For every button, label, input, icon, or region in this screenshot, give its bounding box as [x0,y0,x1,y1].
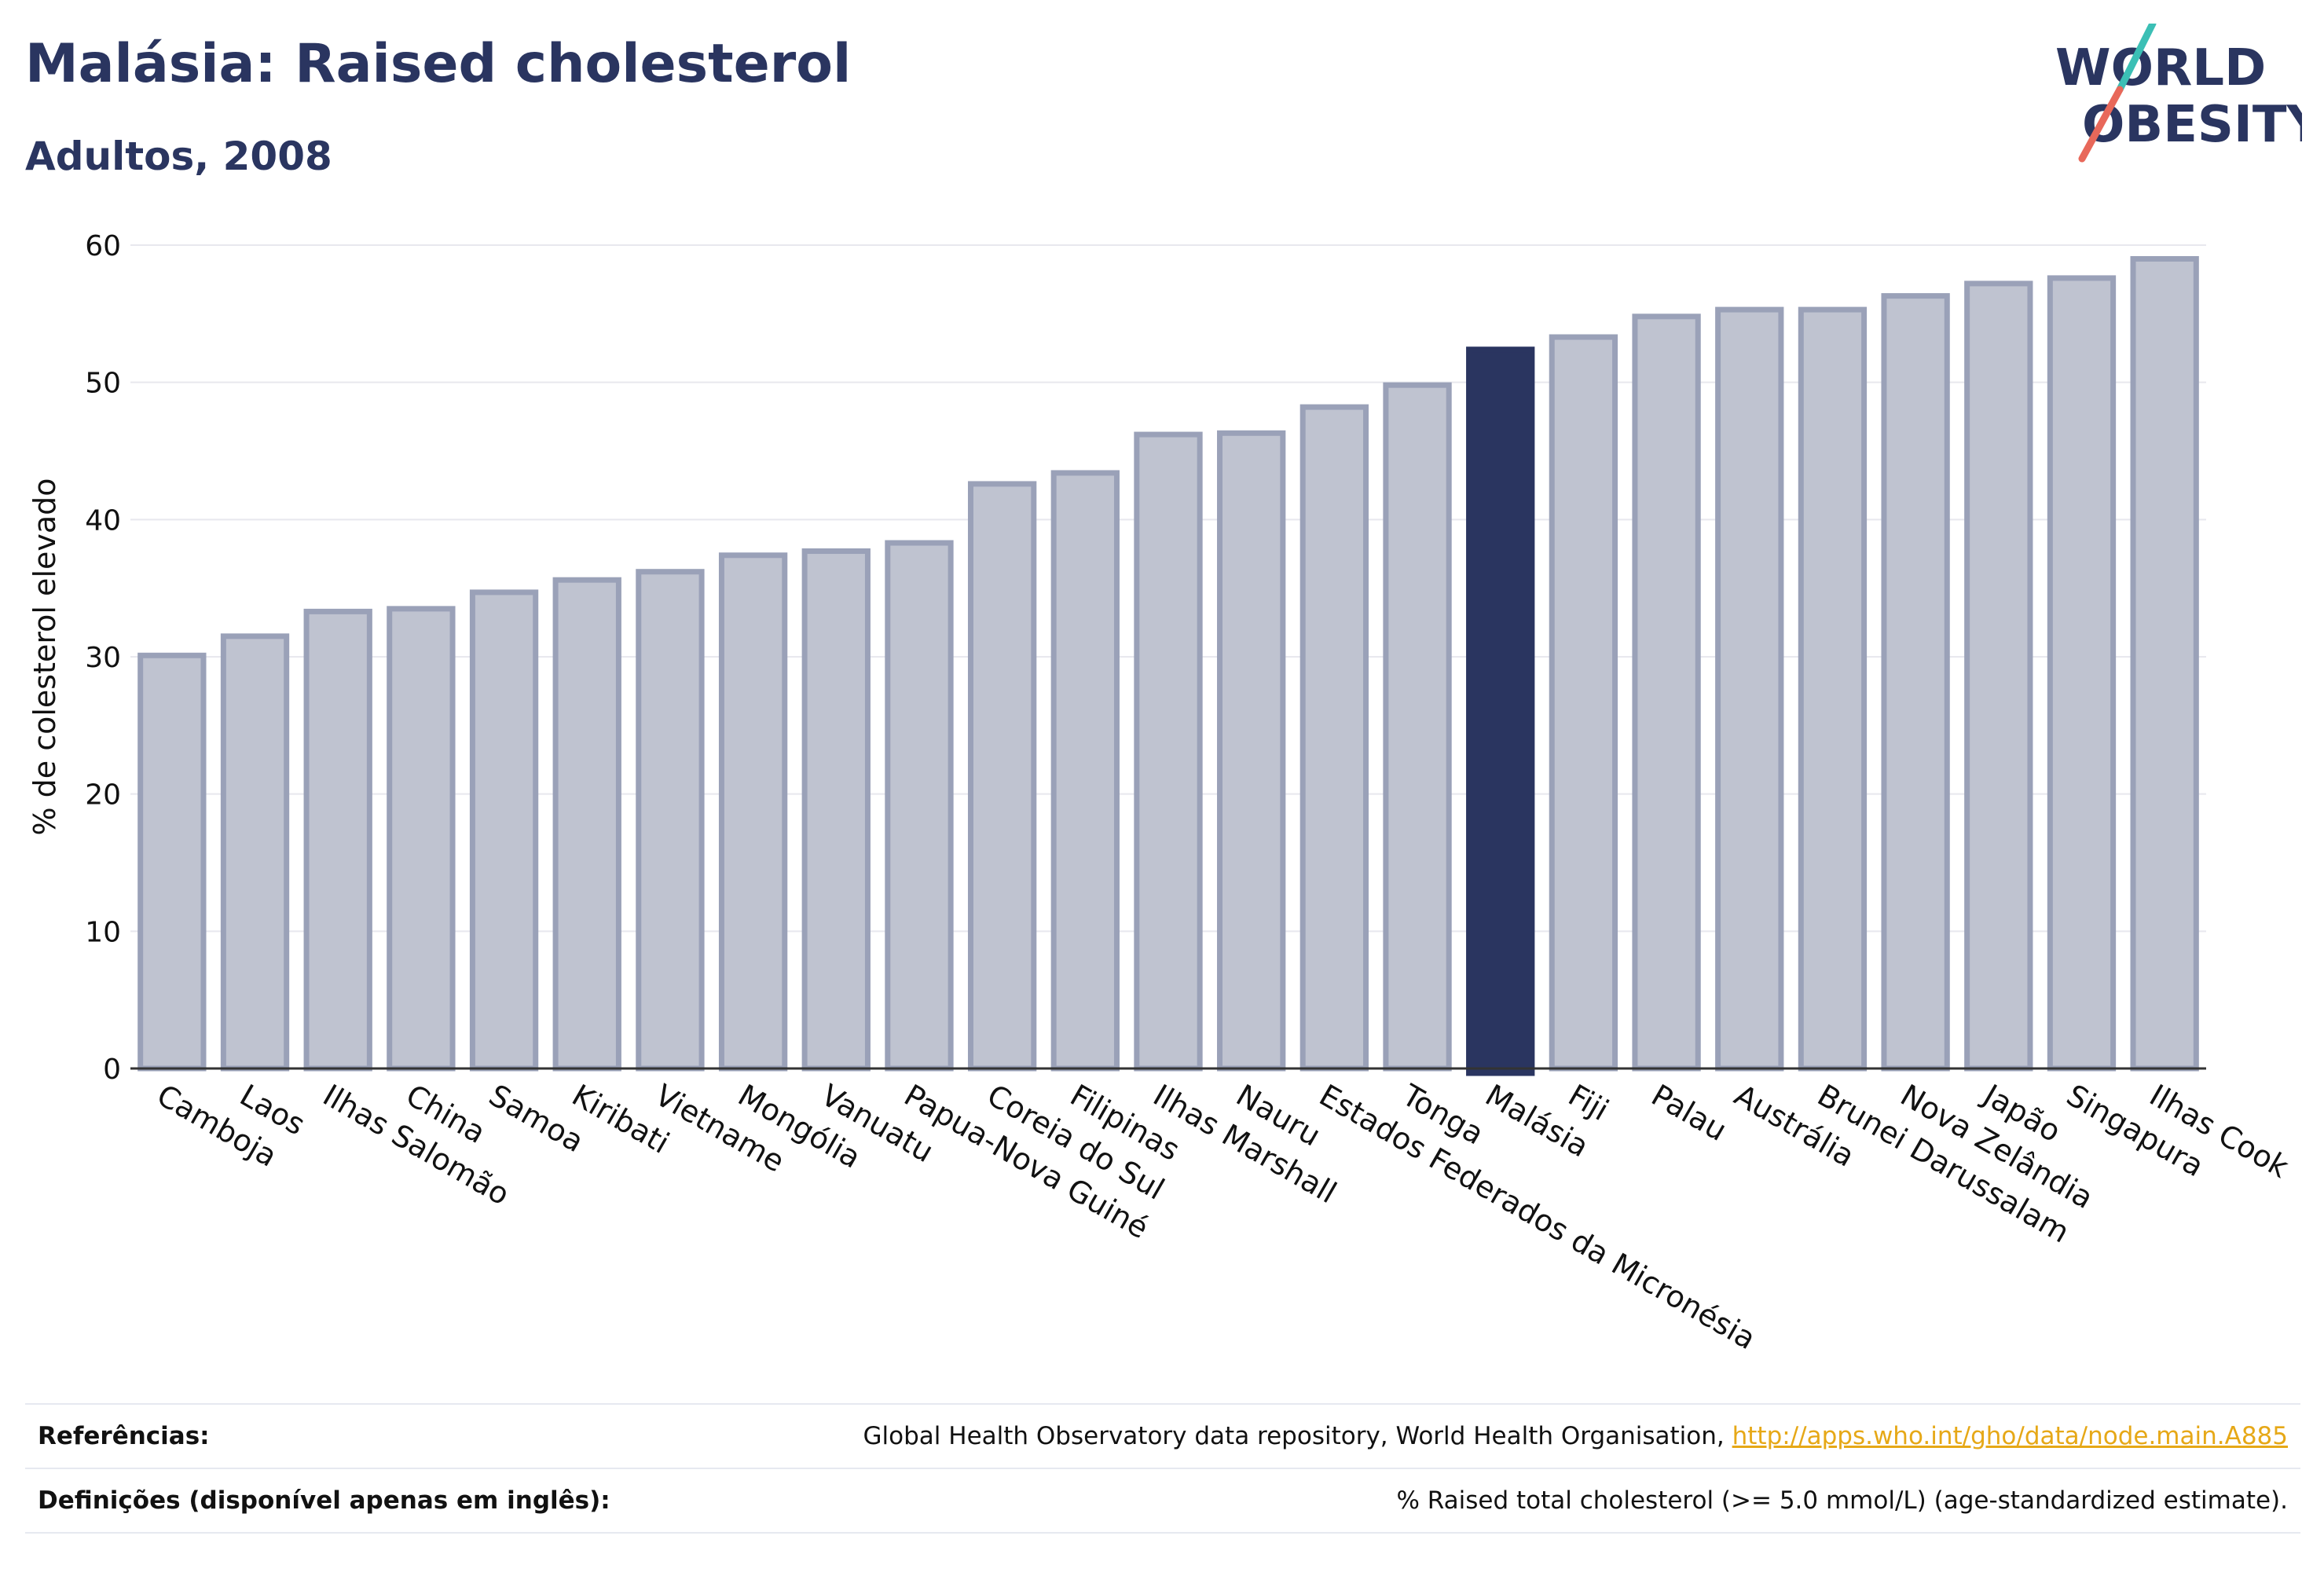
bar [1134,431,1203,1072]
bar [1715,306,1784,1072]
bar [1632,313,1701,1072]
logo-line1: WORLD [2055,39,2266,97]
y-tick-label: 0 [103,1054,121,1086]
definitions-label: Definições (disponível apenas em inglês)… [38,1486,610,1515]
bar [2130,255,2199,1072]
y-tick-label: 10 [85,916,121,948]
bar [1798,306,1868,1072]
references-text: Global Health Observatory data repositor… [863,1422,1732,1450]
bars [137,255,2199,1076]
bar [1964,280,2033,1072]
bar [137,652,207,1072]
world-obesity-logo: WORLD OBESITY [2055,24,2302,163]
references-row: Referências: Global Health Observatory d… [25,1403,2300,1468]
logo-line2: OBESITY [2082,96,2302,154]
bar [1050,470,1120,1072]
bar [387,606,456,1072]
y-tick-label: 30 [85,642,121,674]
references-label: Referências: [38,1422,210,1450]
bar [552,577,621,1072]
bar [1383,382,1452,1072]
logo-slash-teal [2116,24,2157,93]
logo-slash-coral [2078,86,2124,163]
x-tick-label: Palau [1646,1078,1733,1148]
footer: Referências: Global Health Observatory d… [25,1403,2300,1534]
bar [1881,293,1950,1072]
bar [801,548,871,1072]
bar [885,540,954,1072]
y-tick-label: 60 [85,230,121,262]
bar [636,569,705,1072]
x-tick-label: Samoa [483,1078,589,1160]
definitions-row: Definições (disponível apenas em inglês)… [25,1468,2300,1534]
page-title: Malásia: Raised cholesterol [25,33,852,95]
bar [2047,275,2117,1072]
references-link[interactable]: http://apps.who.int/gho/data/node.main.A… [1732,1422,2288,1450]
y-tick-label: 50 [85,368,121,400]
definitions-text: % Raised total cholesterol (>= 5.0 mmol/… [1396,1486,2288,1515]
bar [718,552,788,1072]
bar [967,481,1037,1072]
page-subtitle: Adultos, 2008 [25,134,332,179]
bar [1299,404,1369,1072]
y-axis-ticks: 0 10 20 30 40 50 60 [85,230,121,1086]
y-axis-label: % de colesterol elevado [27,478,62,835]
bar-highlight [1466,346,1535,1076]
bar [1549,334,1618,1072]
bar [1217,430,1286,1072]
references-value: Global Health Observatory data repositor… [863,1422,2300,1450]
bar [303,608,372,1072]
bar [469,589,539,1072]
y-tick-label: 40 [85,504,121,537]
bar [220,633,290,1072]
y-tick-label: 20 [85,779,121,812]
